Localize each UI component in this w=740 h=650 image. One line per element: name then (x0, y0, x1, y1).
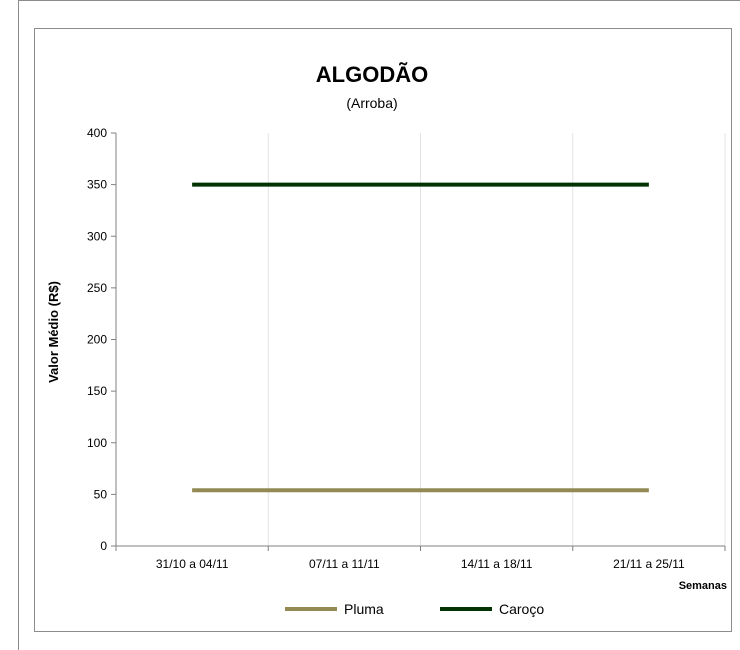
y-tick-label: 300 (87, 229, 107, 243)
chart-frame (34, 28, 732, 632)
y-tick-label: 150 (87, 384, 107, 398)
page-border-top (18, 0, 740, 1)
page-border-left (18, 0, 19, 650)
legend-label: Caroço (499, 601, 544, 617)
chart-subtitle: (Arroba) (346, 95, 397, 111)
x-tick-label: 07/11 a 11/11 (309, 557, 380, 571)
chart-title: ALGODÃO (316, 62, 428, 87)
y-tick-label: 400 (87, 126, 107, 140)
axis-layer: 0 50 100 150 200 250 300 350 400 31/10 a 04/11 07/… (87, 126, 726, 571)
x-tick-label: 31/10 a 04/11 (156, 557, 229, 571)
y-tick-label: 200 (87, 333, 107, 347)
x-axis-label: Semanas (679, 580, 727, 592)
series-layer (192, 182, 649, 493)
x-tick-label: 21/11 a 25/11 (613, 557, 685, 571)
y-tick-label: 50 (94, 487, 108, 501)
y-tick-label: 350 (87, 178, 107, 192)
x-tick-label: 14/11 a 18/11 (461, 557, 533, 571)
y-tick-label: 0 (100, 539, 107, 553)
legend: Pluma Caroço (285, 601, 544, 617)
y-axis-label: Valor Médio (R$) (46, 281, 61, 383)
legend-label: Pluma (344, 601, 384, 617)
y-tick-label: 100 (87, 436, 107, 450)
grid-layer (267, 133, 726, 546)
y-tick-label: 250 (87, 281, 107, 295)
